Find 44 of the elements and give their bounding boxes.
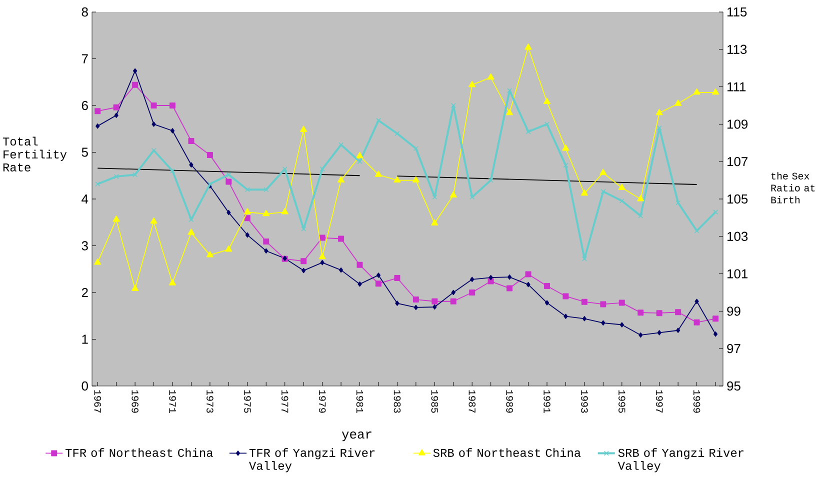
- x-tick-label: 1967: [94, 390, 102, 413]
- y2-tick-label: 105: [728, 194, 748, 204]
- y-tick-label: 0: [82, 381, 88, 391]
- y2-tick-label: 103: [728, 232, 748, 241]
- y-tick-label: 2: [82, 288, 88, 298]
- y-tick-label: 7: [82, 54, 88, 64]
- y-tick-label: 4: [82, 194, 88, 204]
- x-tick-label: 1997: [656, 390, 663, 413]
- legend-label: SRB of Northeast China: [433, 448, 581, 457]
- x-tick-label: 1995: [618, 390, 626, 413]
- y-tick-label: 5: [82, 148, 88, 157]
- y-tick-label: 6: [82, 100, 88, 110]
- x-tick-label: 1977: [281, 390, 288, 413]
- legend-label: SRB of Yangzi River Valley: [618, 448, 744, 472]
- x-tick-label: 1987: [468, 390, 476, 413]
- y2-tick-label: 109: [728, 120, 748, 129]
- x-tick-label: 1993: [581, 390, 588, 413]
- legend-label: TFR of Northeast China: [66, 448, 213, 457]
- x-tick-label: 1971: [169, 390, 176, 413]
- x-tick-label: 1979: [318, 390, 326, 413]
- x-tick-label: 1975: [244, 390, 251, 413]
- x-axis-title: year: [342, 432, 372, 442]
- x-tick-label: 1969: [132, 390, 138, 413]
- y-tick-label: 8: [82, 7, 88, 17]
- y2-tick-label: 111: [728, 82, 746, 92]
- x-tick-label: 1991: [544, 390, 550, 413]
- y2-tick-label: 99: [727, 306, 740, 316]
- x-tick-label: 1985: [431, 390, 438, 413]
- y2-tick-label: 95: [727, 381, 740, 391]
- x-tick-label: 1983: [394, 390, 401, 413]
- y2-tick-label: 107: [728, 157, 748, 166]
- x-tick-label: 1989: [506, 390, 513, 413]
- y-axis-title: Total Fertility Rate: [2, 136, 67, 172]
- y-tick-label: 1: [82, 334, 88, 344]
- y-tick-label: 3: [82, 241, 88, 250]
- y2-tick-label: 101: [728, 269, 748, 278]
- y2-tick-label: 113: [728, 44, 747, 54]
- y2-tick-label: 97: [727, 344, 740, 354]
- legend-label: TFR of Yangzi River Valley: [249, 448, 375, 472]
- y2-axis-title: the Sex Ratio at Birth: [771, 172, 815, 204]
- x-tick-label: 1981: [356, 390, 364, 413]
- x-tick-label: 1973: [206, 390, 214, 413]
- y2-tick-label: 115: [728, 7, 747, 17]
- x-tick-label: 1999: [693, 390, 700, 413]
